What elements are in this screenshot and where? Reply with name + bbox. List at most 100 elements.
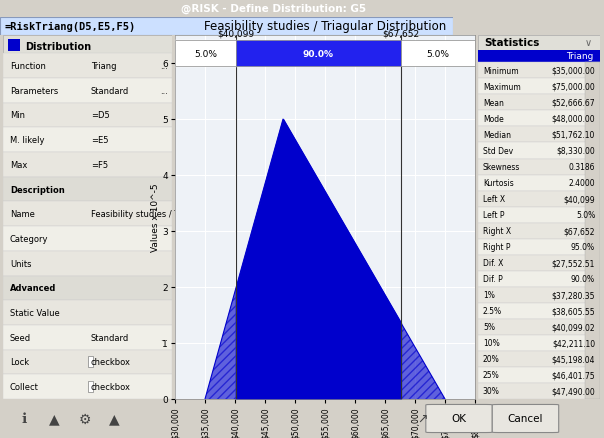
Bar [236, 41, 401, 67]
Bar [478, 319, 600, 335]
Text: Median: Median [483, 131, 511, 140]
Text: $45,198.04: $45,198.04 [551, 355, 595, 364]
Text: $47,490.00: $47,490.00 [551, 387, 595, 396]
Bar [478, 79, 600, 95]
Bar [478, 159, 600, 175]
Text: $8,330.00: $8,330.00 [556, 147, 595, 155]
Text: Distribution: Distribution [25, 42, 91, 51]
Text: ...: ... [160, 62, 168, 71]
Bar [478, 50, 600, 63]
Text: $35,000.00: $35,000.00 [551, 67, 595, 76]
FancyBboxPatch shape [426, 405, 492, 433]
Bar [478, 367, 600, 383]
Text: Right X: Right X [483, 226, 511, 236]
Bar [3, 202, 172, 226]
Text: Advanced: Advanced [10, 284, 56, 293]
Text: checkbox: checkbox [91, 358, 131, 367]
Text: Feasibility studies / Tri...: Feasibility studies / Tri... [91, 210, 191, 219]
Text: Description: Description [10, 185, 65, 194]
Text: ▲: ▲ [49, 412, 60, 426]
Text: ...: ... [160, 333, 168, 342]
Text: Skewness: Skewness [483, 162, 520, 172]
Text: Static Value: Static Value [10, 308, 60, 317]
Text: Cancel: Cancel [508, 413, 543, 423]
Text: checkbox: checkbox [91, 382, 131, 391]
Text: $37,280.35: $37,280.35 [551, 291, 595, 300]
Bar [3, 226, 172, 251]
Text: ∨: ∨ [584, 38, 591, 48]
Text: Right P: Right P [483, 243, 510, 251]
Text: ⚙: ⚙ [79, 412, 91, 426]
Bar [585, 63, 600, 399]
Text: 2.4000: 2.4000 [568, 179, 595, 187]
Bar [175, 41, 236, 67]
Bar [478, 127, 600, 143]
Text: 5.0%: 5.0% [426, 49, 449, 59]
Text: 20%: 20% [483, 355, 500, 364]
Text: Name: Name [10, 210, 34, 219]
Bar [88, 357, 94, 367]
Bar [478, 239, 600, 255]
Text: Standard: Standard [91, 333, 129, 342]
FancyBboxPatch shape [492, 405, 559, 433]
Bar [3, 128, 172, 153]
Text: ...: ... [160, 87, 168, 95]
Bar [478, 271, 600, 287]
Text: 5%: 5% [483, 323, 495, 332]
Bar [478, 383, 600, 399]
Text: 90.0%: 90.0% [571, 275, 595, 283]
Text: Lock: Lock [10, 358, 29, 367]
Text: @RISK - Define Distribution: G5: @RISK - Define Distribution: G5 [181, 4, 366, 14]
Bar [478, 191, 600, 207]
Text: 2.5%: 2.5% [483, 307, 502, 316]
Bar [478, 287, 600, 303]
Text: Dif. X: Dif. X [483, 258, 503, 268]
Text: =D5: =D5 [91, 111, 110, 120]
Bar [3, 374, 172, 399]
Text: Left P: Left P [483, 211, 504, 219]
Title: Feasibility studies / Triagular Distribution: Feasibility studies / Triagular Distribu… [204, 21, 446, 33]
Text: OK: OK [452, 413, 466, 423]
Text: $67,652: $67,652 [564, 226, 595, 236]
Text: Left X: Left X [483, 194, 505, 204]
Text: $27,552.51: $27,552.51 [551, 258, 595, 268]
Text: Std Dev: Std Dev [483, 147, 513, 155]
Text: =F5: =F5 [91, 160, 108, 170]
Text: 30%: 30% [483, 387, 500, 396]
Text: 5.0%: 5.0% [576, 211, 595, 219]
Bar [478, 36, 600, 50]
Text: 25%: 25% [483, 371, 500, 380]
Text: ℹ: ℹ [22, 412, 27, 426]
Text: M. likely: M. likely [10, 136, 44, 145]
Text: Function: Function [10, 62, 46, 71]
Bar [478, 255, 600, 271]
Text: Max: Max [10, 160, 27, 170]
Bar [478, 207, 600, 223]
Text: 1%: 1% [483, 291, 495, 300]
Bar [3, 350, 172, 374]
Text: 0.3186: 0.3186 [568, 162, 595, 172]
Text: Dif. P: Dif. P [483, 275, 503, 283]
Text: 90.0%: 90.0% [303, 49, 334, 59]
Text: $42,211.10: $42,211.10 [552, 339, 595, 348]
Text: $38,605.55: $38,605.55 [551, 307, 595, 316]
Text: $51,762.10: $51,762.10 [551, 131, 595, 140]
Bar [478, 351, 600, 367]
Bar [3, 251, 172, 276]
Text: Seed: Seed [10, 333, 31, 342]
Text: Mode: Mode [483, 115, 504, 124]
Bar [3, 103, 172, 128]
Text: $67,652: $67,652 [382, 30, 419, 39]
Text: Triang: Triang [567, 52, 594, 61]
Text: 10%: 10% [483, 339, 500, 348]
Text: $40,099: $40,099 [564, 194, 595, 204]
Bar [3, 153, 172, 177]
Bar [88, 381, 94, 392]
Bar [3, 300, 172, 325]
Text: ↗: ↗ [417, 412, 428, 425]
Bar [8, 40, 20, 52]
Text: $46,401.75: $46,401.75 [551, 371, 595, 380]
Bar [3, 276, 172, 300]
Bar [3, 54, 172, 79]
Bar [3, 79, 172, 103]
